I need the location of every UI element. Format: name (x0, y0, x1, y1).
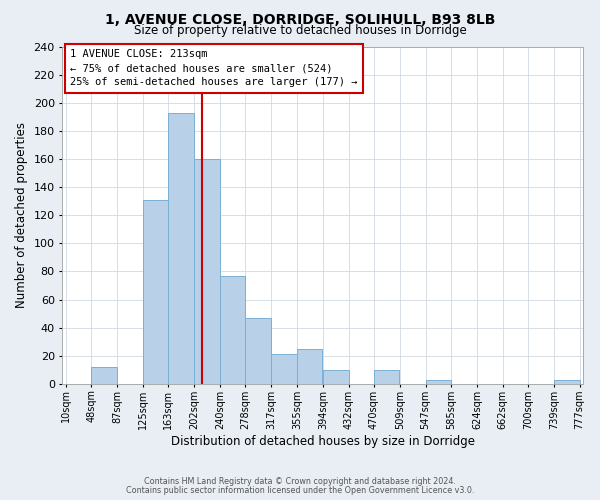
X-axis label: Distribution of detached houses by size in Dorridge: Distribution of detached houses by size … (171, 434, 475, 448)
Text: Contains HM Land Registry data © Crown copyright and database right 2024.: Contains HM Land Registry data © Crown c… (144, 477, 456, 486)
Text: 1, AVENUE CLOSE, DORRIDGE, SOLIHULL, B93 8LB: 1, AVENUE CLOSE, DORRIDGE, SOLIHULL, B93… (105, 12, 495, 26)
Bar (271, 354, 297, 384)
Bar (168, 112, 194, 384)
Bar (374, 370, 400, 384)
Bar (245, 318, 271, 384)
Bar (323, 370, 349, 384)
Text: Contains public sector information licensed under the Open Government Licence v3: Contains public sector information licen… (126, 486, 474, 495)
Text: Size of property relative to detached houses in Dorridge: Size of property relative to detached ho… (134, 24, 466, 37)
Bar (297, 348, 322, 384)
Y-axis label: Number of detached properties: Number of detached properties (15, 122, 28, 308)
Text: 1 AVENUE CLOSE: 213sqm
← 75% of detached houses are smaller (524)
25% of semi-de: 1 AVENUE CLOSE: 213sqm ← 75% of detached… (70, 50, 358, 88)
Bar (91, 367, 117, 384)
Bar (220, 276, 245, 384)
Bar (194, 159, 220, 384)
Bar (554, 380, 580, 384)
Bar (143, 200, 168, 384)
Bar (425, 380, 451, 384)
